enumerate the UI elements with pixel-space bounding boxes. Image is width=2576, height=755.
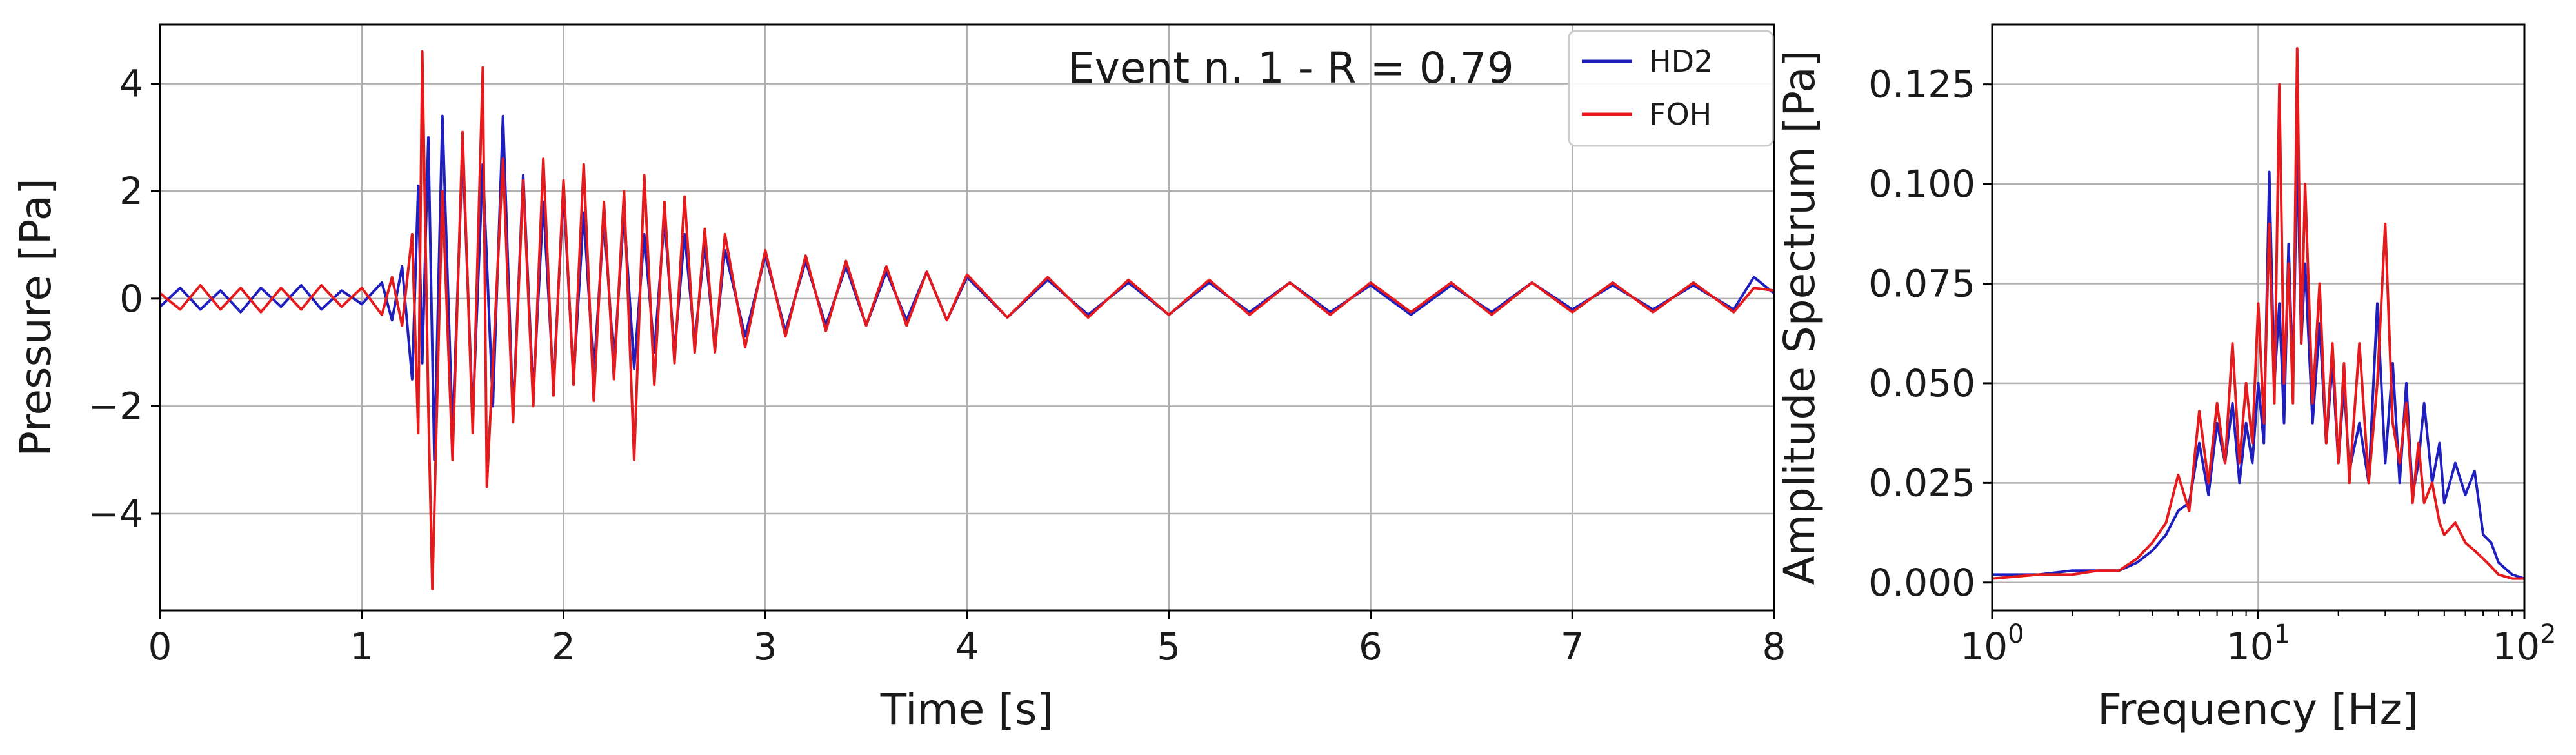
- time-x-tick-label: 0: [148, 625, 172, 669]
- time-y-tick-label: 4: [119, 62, 143, 106]
- time-y-tick-label: −2: [88, 384, 144, 428]
- spectrum-series-foh: [1992, 47, 2524, 580]
- time-y-axis-label: Pressure [Pa]: [11, 178, 61, 457]
- spectrum-y-tick-label: 0.050: [1868, 361, 1975, 405]
- spectrum-y-tick-label: 0.025: [1868, 461, 1975, 505]
- time-y-tick-label: 2: [119, 169, 143, 213]
- spectrum-x-tick-label: 102: [2492, 619, 2556, 669]
- spectrum-x-axis-label: Frequency [Hz]: [2097, 685, 2419, 734]
- legend-label-foh: FOH: [1649, 97, 1712, 132]
- spectrum-y-tick-label: 0.100: [1868, 162, 1975, 206]
- time-x-axis-label: Time [s]: [880, 685, 1053, 734]
- time-series-foh: [160, 50, 1774, 590]
- spectrum-x-tick-label: 100: [1960, 619, 2024, 669]
- spectrum-y-tick-label: 0.125: [1868, 63, 1975, 106]
- time-x-tick-label: 7: [1561, 625, 1584, 669]
- spectrum-panel: 100 101 1020.0000.0250.0500.0750.1000.125 …: [1775, 23, 2557, 734]
- spectrum-y-tick-label: 0.075: [1868, 261, 1975, 305]
- time-x-tick-label: 5: [1157, 625, 1181, 669]
- time-x-tick-label: 8: [1762, 625, 1786, 669]
- legend-label-hd2: HD2: [1649, 44, 1713, 79]
- time-x-tick-label: 2: [552, 625, 575, 669]
- spectrum-series-lines: [1992, 47, 2524, 580]
- legend: HD2 FOH: [1568, 30, 1774, 147]
- spectrum-ticks: 100 101 102 0.000 0.025 0.050 0.075 0.100 0.125: [1868, 63, 2557, 669]
- time-series-lines: [160, 50, 1774, 590]
- time-y-tick-label: 0: [119, 277, 143, 321]
- time-x-tick-label: 1: [350, 625, 374, 669]
- time-x-tick-label: 3: [754, 625, 777, 669]
- time-x-tick-label: 4: [955, 625, 979, 669]
- spectrum-x-tick-label: 101: [2226, 619, 2290, 669]
- spectrum-y-tick-label: 0.000: [1868, 561, 1975, 605]
- event-annotation: Event n. 1 - R = 0.79: [1068, 43, 1514, 93]
- spectrum-y-axis-label: Amplitude Spectrum [Pa]: [1775, 50, 1824, 585]
- time-y-tick-label: −4: [88, 492, 144, 536]
- time-ticks: 0 1 2 3 4 5 6 7 8 −4 −2 0 2 4: [88, 62, 1786, 669]
- time-x-tick-label: 6: [1359, 625, 1383, 669]
